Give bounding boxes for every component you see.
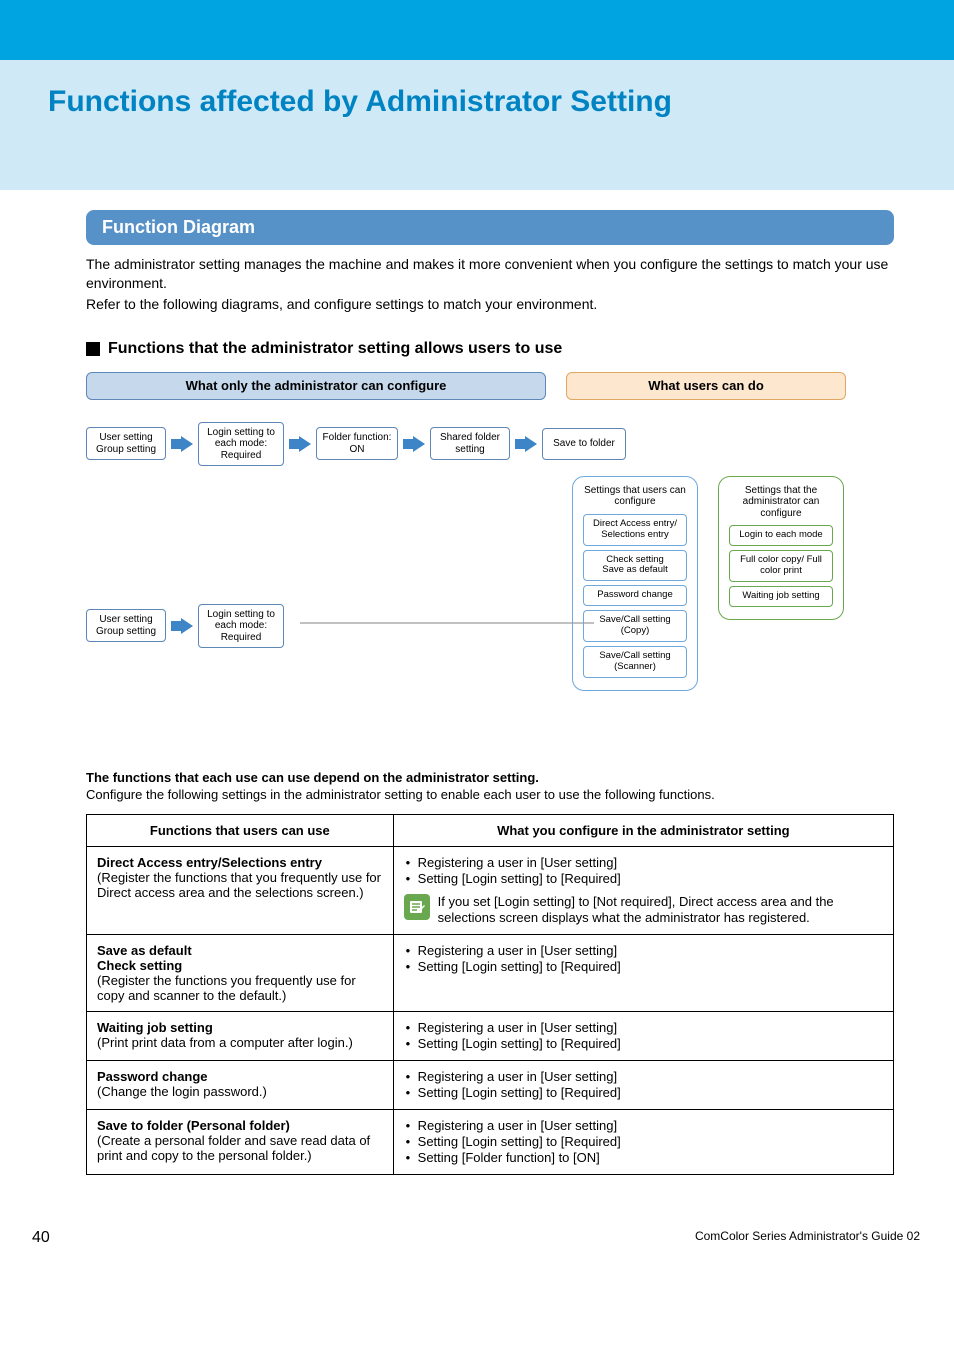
explain-p: Configure the following settings in the … [86, 787, 894, 802]
cell-function: Direct Access entry/Selections entry(Reg… [87, 846, 394, 935]
functions-table: Functions that users can use What you co… [86, 814, 894, 1176]
table-row: Waiting job setting(Print print data fro… [87, 1012, 894, 1061]
mini-login-mode: Login to each mode [729, 525, 832, 546]
table-row: Save as defaultCheck setting(Register th… [87, 935, 894, 1012]
cell-configure: Registering a user in [User setting]Sett… [393, 1061, 893, 1110]
square-bullet-icon [86, 342, 100, 356]
cell-function: Save to folder (Personal folder)(Create … [87, 1110, 394, 1175]
box-user-setting-2: User setting Group setting [86, 609, 166, 642]
arrow-icon [170, 436, 194, 452]
table-row: Direct Access entry/Selections entry(Reg… [87, 846, 894, 935]
arrow-icon [402, 436, 426, 452]
cell-configure: Registering a user in [User setting]Sett… [393, 935, 893, 1012]
intro-p2: Refer to the following diagrams, and con… [86, 295, 894, 314]
top-bar [0, 0, 954, 60]
box-login-setting-2: Login setting to each mode: Required [198, 604, 284, 649]
subheading-text: Functions that the administrator setting… [108, 340, 562, 358]
box-save-to-folder: Save to folder [542, 428, 626, 460]
page-footer: 40 ComColor Series Administrator's Guide… [0, 1205, 954, 1265]
mini-savecall-scanner: Save/Call setting (Scanner) [583, 646, 686, 678]
explain-bold: The functions that each use can use depe… [86, 770, 894, 785]
table-row: Password change(Change the login passwor… [87, 1061, 894, 1110]
cell-configure: Registering a user in [User setting]Sett… [393, 846, 893, 935]
mini-password-change: Password change [583, 585, 686, 606]
users-settings-group: Settings that users can configure Direct… [572, 476, 698, 691]
users-panel-header: What users can do [566, 372, 846, 400]
cell-function: Save as defaultCheck setting(Register th… [87, 935, 394, 1012]
arrow-icon [514, 436, 538, 452]
cell-configure: Registering a user in [User setting]Sett… [393, 1012, 893, 1061]
intro-p1: The administrator setting manages the ma… [86, 255, 894, 293]
intro-text: The administrator setting manages the ma… [86, 255, 894, 314]
box-folder-function: Folder function: ON [316, 427, 398, 460]
flow-row-2: User setting Group setting Login setting… [86, 604, 284, 649]
admin-group-title: Settings that the administrator can conf… [725, 485, 837, 520]
title-band: Functions affected by Administrator Sett… [0, 60, 954, 190]
table-row: Save to folder (Personal folder)(Create … [87, 1110, 894, 1175]
page-number: 40 [32, 1229, 50, 1247]
flow-row-1: User setting Group setting Login setting… [86, 422, 626, 467]
mini-waiting-job: Waiting job setting [729, 586, 832, 607]
content: Function Diagram The administrator setti… [0, 190, 954, 1205]
note-icon [404, 894, 430, 920]
page-title: Functions affected by Administrator Sett… [48, 85, 906, 119]
section-header: Function Diagram [86, 210, 894, 245]
admin-settings-group: Settings that the administrator can conf… [718, 476, 844, 620]
function-diagram: What only the administrator can configur… [86, 372, 856, 752]
cell-function: Password change(Change the login passwor… [87, 1061, 394, 1110]
th-configure: What you configure in the administrator … [393, 814, 893, 846]
mini-check-setting: Check setting Save as default [583, 550, 686, 582]
cell-configure: Registering a user in [User setting]Sett… [393, 1110, 893, 1175]
arrow-icon [170, 618, 194, 634]
box-shared-folder: Shared folder setting [430, 427, 510, 460]
cell-function: Waiting job setting(Print print data fro… [87, 1012, 394, 1061]
mini-full-color: Full color copy/ Full color print [729, 550, 832, 582]
footer-text: ComColor Series Administrator's Guide 02 [695, 1229, 920, 1243]
box-user-setting-1: User setting Group setting [86, 427, 166, 460]
subheading: Functions that the administrator setting… [86, 340, 894, 358]
explain-block: The functions that each use can use depe… [86, 770, 894, 802]
arrow-icon [288, 436, 312, 452]
mini-direct-access: Direct Access entry/ Selections entry [583, 514, 686, 546]
box-login-setting-1: Login setting to each mode: Required [198, 422, 284, 467]
admin-panel-header: What only the administrator can configur… [86, 372, 546, 400]
users-group-title: Settings that users can configure [579, 485, 691, 508]
mini-savecall-copy: Save/Call setting (Copy) [583, 610, 686, 642]
th-functions: Functions that users can use [87, 814, 394, 846]
